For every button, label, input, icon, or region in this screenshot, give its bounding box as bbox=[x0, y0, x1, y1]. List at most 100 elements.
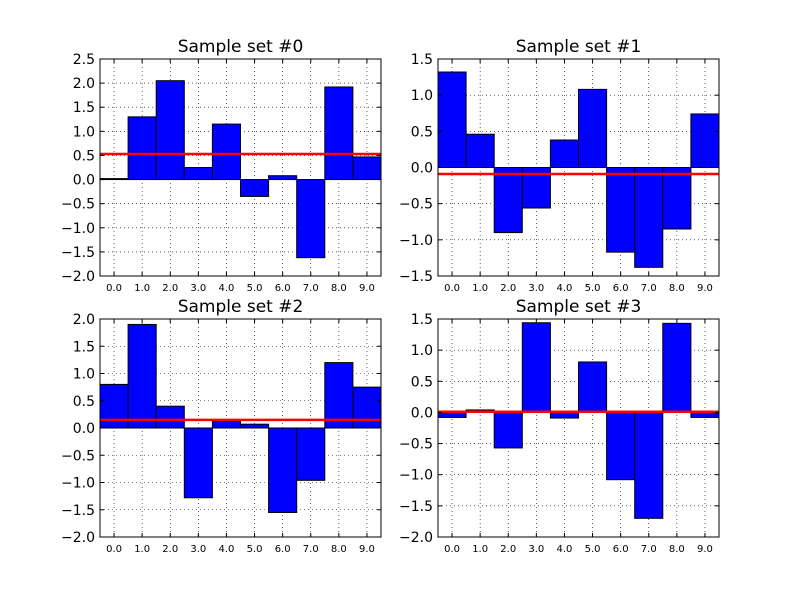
bar bbox=[183, 167, 213, 181]
bar bbox=[606, 167, 636, 253]
x-tick-label: 4.0 bbox=[556, 283, 572, 294]
x-tick-label: 5.0 bbox=[247, 544, 263, 555]
y-tick-label: 0.0 bbox=[73, 173, 95, 189]
x-tick-label: 3.0 bbox=[190, 544, 206, 555]
bars bbox=[437, 71, 720, 268]
bar bbox=[324, 362, 354, 429]
bar bbox=[493, 411, 523, 449]
x-tick-label: 5.0 bbox=[585, 283, 601, 294]
bars bbox=[99, 80, 382, 259]
chart-title: Sample set #3 bbox=[516, 297, 642, 317]
x-tick-label: 3.0 bbox=[190, 283, 206, 294]
x-tick-label: 0.0 bbox=[106, 283, 122, 294]
x-tick-label: 3.0 bbox=[528, 283, 544, 294]
x-tick-label: 5.0 bbox=[585, 544, 601, 555]
bar bbox=[240, 423, 270, 429]
chart-title: Sample set #1 bbox=[516, 37, 642, 57]
y-tick-label: 1.5 bbox=[73, 100, 95, 116]
y-tick-label: −1.5 bbox=[399, 499, 433, 515]
bar bbox=[437, 71, 467, 168]
x-tick-label: 7.0 bbox=[303, 544, 319, 555]
bar bbox=[662, 322, 692, 413]
x-tick-label: 0.0 bbox=[444, 283, 460, 294]
y-tick-label: −1.5 bbox=[61, 245, 95, 261]
x-tick-label: 7.0 bbox=[641, 544, 657, 555]
y-tick-label: 0.0 bbox=[411, 405, 433, 421]
x-tick-label: 4.0 bbox=[556, 544, 572, 555]
bar bbox=[634, 167, 664, 268]
chart-title: Sample set #0 bbox=[178, 37, 304, 57]
bar bbox=[268, 427, 298, 513]
bar bbox=[211, 420, 241, 429]
x-tick-label: 3.0 bbox=[528, 544, 544, 555]
y-tick-label: −1.0 bbox=[399, 468, 433, 484]
chart-panel-1: Sample set #1 1.5 1.0 0.5 0.0 −0.5 −1.0 −1.5 0.0… bbox=[399, 37, 720, 294]
y-tick-label: 0.0 bbox=[411, 161, 433, 177]
y-tick-label: −2.0 bbox=[61, 530, 95, 546]
x-tick-label: 8.0 bbox=[331, 283, 347, 294]
x-tick-label: 9.0 bbox=[697, 544, 713, 555]
y-tick-label: −0.5 bbox=[399, 437, 433, 453]
axes-frame bbox=[437, 318, 720, 538]
y-tick-label: 0.5 bbox=[411, 124, 433, 140]
bar bbox=[268, 175, 298, 181]
bar bbox=[183, 427, 213, 499]
bar bbox=[296, 427, 326, 481]
y-tick-label: −2.0 bbox=[399, 530, 433, 546]
axes-frame bbox=[99, 58, 382, 277]
x-tick-label: 5.0 bbox=[247, 283, 263, 294]
y-axis: 1.5 1.0 0.5 0.0 −0.5 −1.0 −1.5 bbox=[399, 52, 719, 285]
x-tick-label: 2.0 bbox=[500, 283, 516, 294]
x-tick-label: 6.0 bbox=[275, 283, 291, 294]
bar bbox=[437, 411, 467, 418]
y-tick-label: 2.5 bbox=[73, 52, 95, 68]
y-tick-label: 1.0 bbox=[73, 124, 95, 140]
x-tick-label: 7.0 bbox=[303, 283, 319, 294]
bar bbox=[99, 383, 129, 429]
bar bbox=[127, 323, 157, 429]
bar bbox=[662, 167, 692, 230]
x-tick-label: 8.0 bbox=[669, 544, 685, 555]
x-axis: 0.0 1.0 2.0 3.0 4.0 5.0 6.0 7.0 8.0 9.0 bbox=[444, 319, 713, 555]
y-tick-label: −1.5 bbox=[61, 503, 95, 519]
bar bbox=[690, 113, 720, 168]
chart-title: Sample set #2 bbox=[178, 297, 304, 317]
y-tick-label: −0.5 bbox=[399, 197, 433, 213]
x-tick-label: 0.0 bbox=[106, 544, 122, 555]
x-tick-label: 8.0 bbox=[669, 283, 685, 294]
bar bbox=[634, 411, 664, 519]
y-tick-label: −0.5 bbox=[61, 197, 95, 213]
chart-panel-0: Sample set #0 2.5 2.0 1.5 1.0 0.5 0.0 −0.5 −1.0 −… bbox=[61, 37, 382, 294]
bar bbox=[606, 411, 636, 481]
x-axis: 0.0 1.0 2.0 3.0 4.0 5.0 6.0 7.0 8.0 9.0 bbox=[106, 319, 375, 555]
x-tick-label: 1.0 bbox=[134, 283, 150, 294]
x-tick-label: 9.0 bbox=[359, 544, 375, 555]
bars bbox=[99, 323, 382, 513]
x-tick-label: 2.0 bbox=[162, 544, 178, 555]
bar bbox=[240, 179, 270, 197]
y-axis: 2.0 1.5 1.0 0.5 0.0 −0.5 −1.0 −1.5 −2.0 bbox=[61, 312, 381, 546]
bar bbox=[465, 133, 495, 169]
bar bbox=[549, 139, 580, 169]
bars bbox=[437, 322, 720, 519]
y-tick-label: −1.0 bbox=[61, 476, 95, 492]
y-tick-label: 1.0 bbox=[411, 88, 433, 104]
x-axis: 0.0 1.0 2.0 3.0 4.0 5.0 6.0 7.0 8.0 9.0 bbox=[444, 59, 713, 294]
y-axis: 1.5 1.0 0.5 0.0 −0.5 −1.0 −1.5 −2.0 bbox=[399, 312, 719, 546]
bar bbox=[578, 361, 608, 413]
chart-panel-2: Sample set #2 2.0 1.5 1.0 0.5 0.0 −0.5 −1.0 −1.5… bbox=[61, 297, 382, 555]
x-tick-label: 6.0 bbox=[275, 544, 291, 555]
x-tick-label: 6.0 bbox=[613, 544, 629, 555]
bar bbox=[352, 386, 382, 429]
x-tick-label: 1.0 bbox=[134, 544, 150, 555]
y-tick-label: 0.5 bbox=[73, 148, 95, 164]
y-tick-label: −1.0 bbox=[399, 233, 433, 249]
bar bbox=[211, 123, 241, 181]
x-tick-label: 1.0 bbox=[472, 544, 488, 555]
y-tick-label: 1.0 bbox=[73, 367, 95, 383]
y-tick-label: −1.0 bbox=[61, 221, 95, 237]
x-tick-label: 4.0 bbox=[218, 544, 234, 555]
bar bbox=[324, 86, 354, 181]
x-tick-label: 2.0 bbox=[500, 544, 516, 555]
